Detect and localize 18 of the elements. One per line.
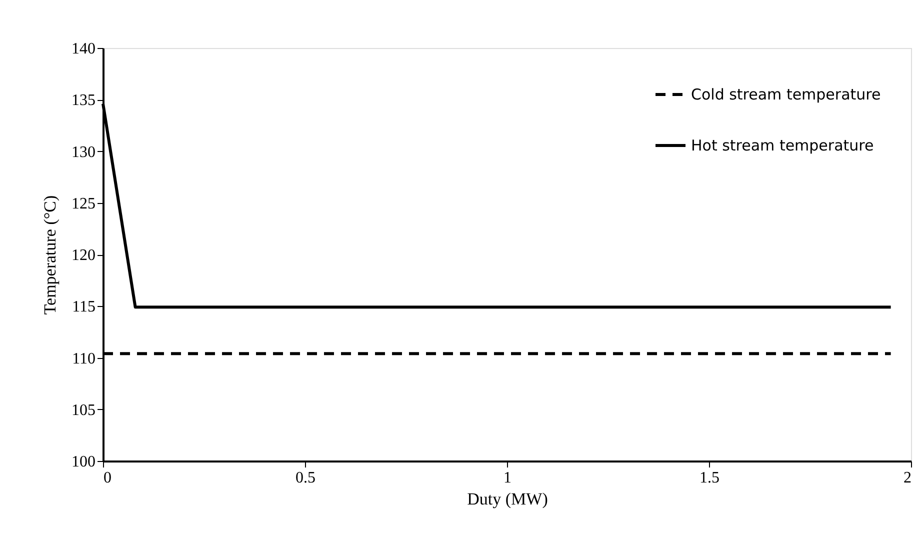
- y-tick-label: 120: [72, 247, 96, 264]
- x-axis-title: Duty (MW): [467, 490, 548, 508]
- y-axis-title: Temperature (°C): [40, 195, 60, 315]
- y-tick-label: 125: [72, 195, 96, 212]
- x-tick-label: 0: [104, 470, 112, 486]
- y-tick-label: 105: [72, 402, 96, 419]
- y-tick-label: 110: [72, 350, 96, 368]
- x-tick-label: 2: [904, 470, 912, 486]
- y-tick-label: 140: [72, 40, 96, 58]
- y-tick-label: 100: [72, 454, 96, 470]
- legend-label: Hot stream temperature: [691, 136, 874, 154]
- y-tick-label: 115: [72, 298, 96, 316]
- y-tick-label: 135: [72, 92, 96, 110]
- x-tick-label: 1.5: [700, 470, 720, 486]
- x-tick-label: 0.5: [296, 470, 316, 486]
- y-tick-label: 130: [72, 144, 96, 161]
- x-tick-label: 1: [504, 470, 512, 486]
- legend-label: Cold stream temperature: [691, 86, 881, 104]
